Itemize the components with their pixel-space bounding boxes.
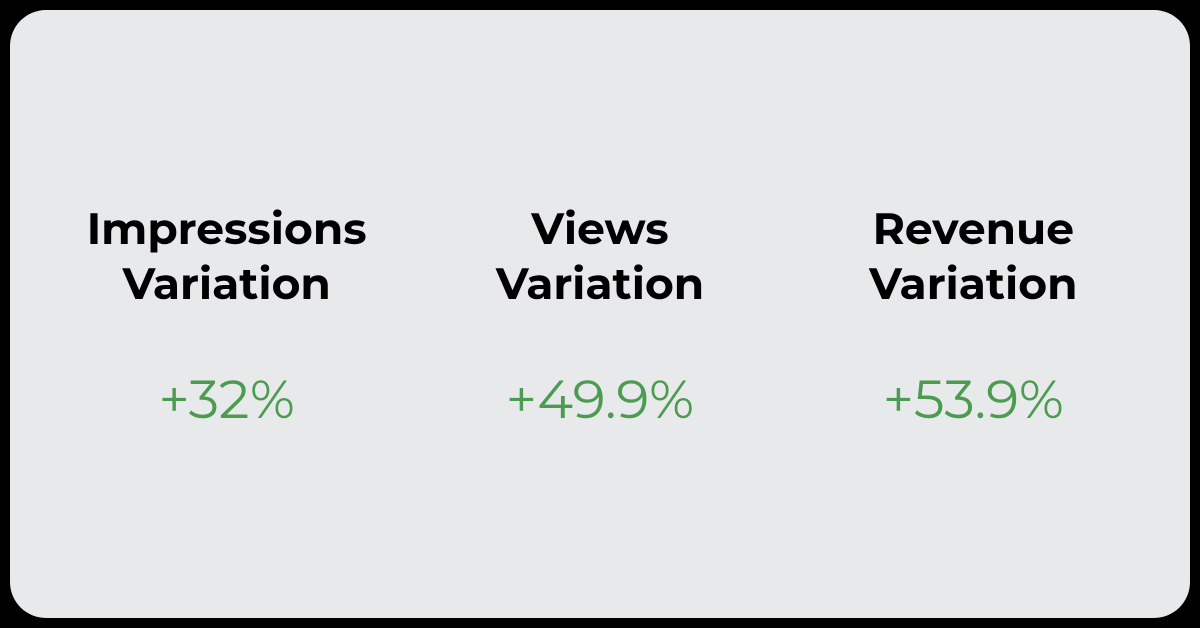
- metric-value: +49.9%: [506, 372, 694, 426]
- metric-title-line2: Variation: [869, 257, 1077, 311]
- metric-views: Views Variation +49.9%: [453, 202, 746, 426]
- metric-value: +53.9%: [883, 372, 1064, 426]
- metric-title-line1: Views: [531, 202, 668, 256]
- metric-title-line2: Variation: [122, 257, 330, 311]
- metric-revenue: Revenue Variation +53.9%: [827, 202, 1120, 426]
- metric-title-line1: Revenue: [873, 202, 1074, 256]
- metric-title-line1: Impressions: [87, 202, 367, 256]
- metric-title-line2: Variation: [496, 257, 704, 311]
- metric-impressions: Impressions Variation +32%: [80, 202, 373, 426]
- metrics-card: Impressions Variation +32% Views Variati…: [10, 10, 1190, 618]
- metric-title: Views Variation: [496, 202, 704, 312]
- metric-title: Impressions Variation: [87, 202, 367, 312]
- metric-value: +32%: [159, 372, 295, 426]
- metric-title: Revenue Variation: [869, 202, 1077, 312]
